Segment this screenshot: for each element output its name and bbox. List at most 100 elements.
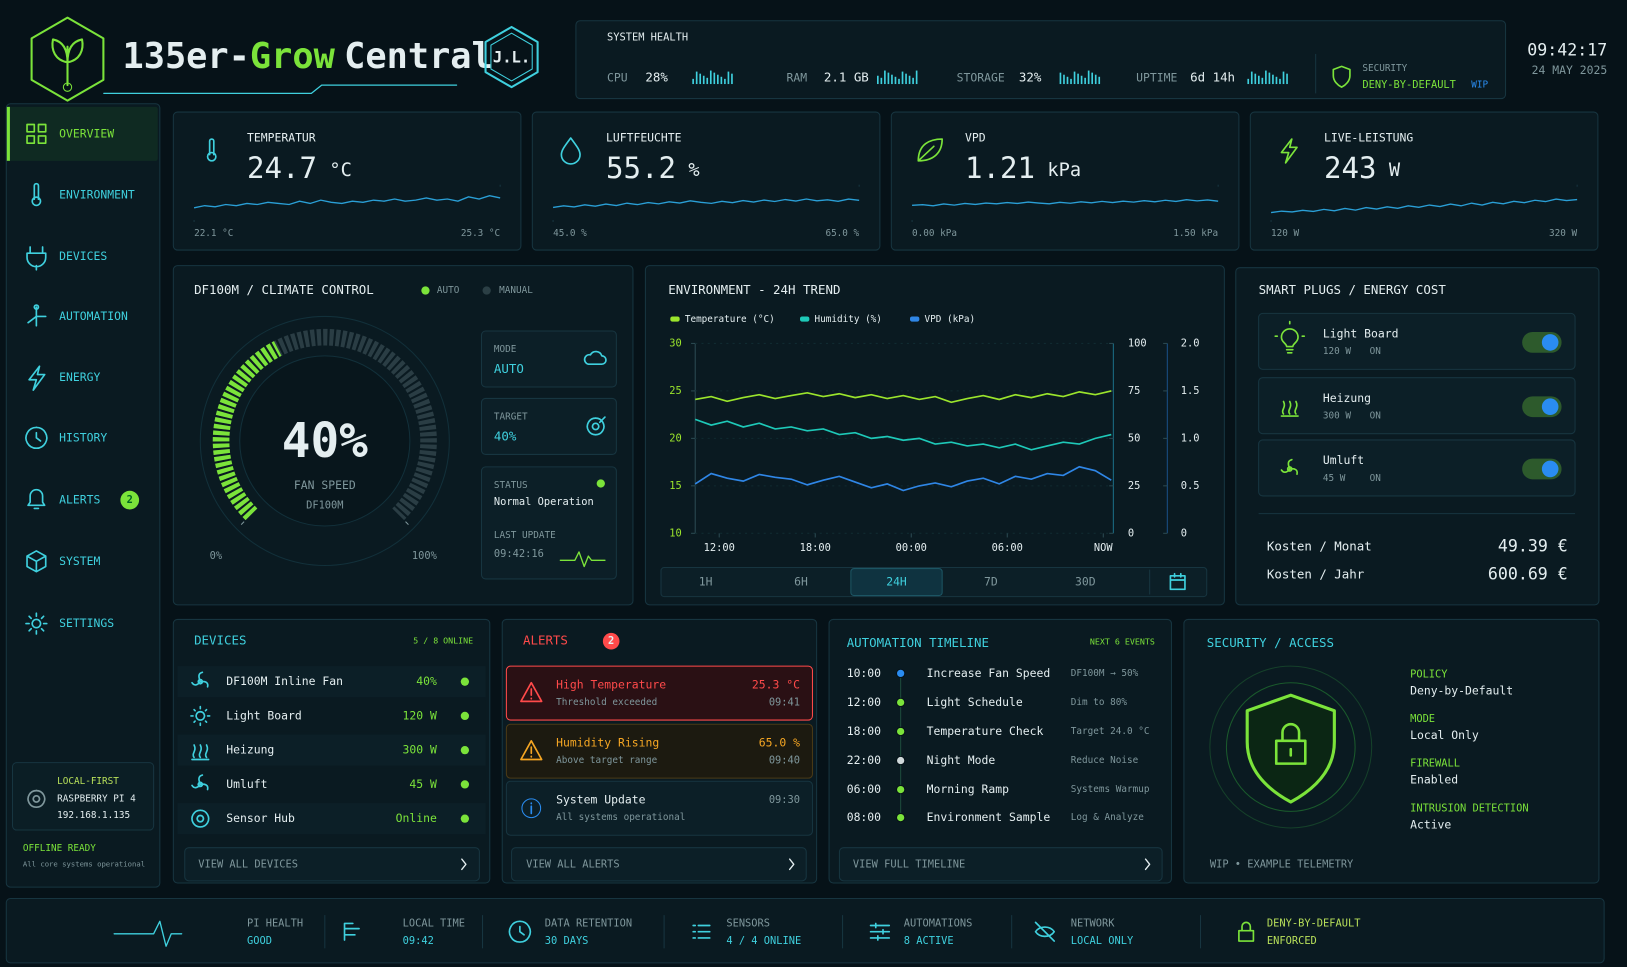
- metric-value: 243 W: [1324, 151, 1401, 185]
- panel: [172, 111, 522, 251]
- icon-target: [586, 416, 606, 436]
- nav-label[interactable]: SETTINGS: [59, 616, 114, 630]
- label: NEXT 6 EVENTS: [1090, 637, 1155, 647]
- label: 10:00: [847, 666, 881, 680]
- metric-unit: %: [688, 160, 699, 181]
- label: Light Board: [226, 708, 302, 722]
- label: VPD: [965, 130, 986, 144]
- logo: [30, 16, 105, 102]
- y-tick-label: 1.0: [1181, 432, 1200, 444]
- label: PI HEALTH: [247, 917, 303, 929]
- metric-number: 243: [1324, 151, 1376, 185]
- label: Reduce Noise: [1071, 755, 1139, 766]
- label: WIP: [1471, 80, 1488, 91]
- label: CPU: [607, 70, 628, 84]
- nav-label[interactable]: ENERGY: [59, 370, 100, 384]
- x-tick-label: 18:00: [800, 542, 831, 554]
- label: LOCAL TIME: [403, 917, 465, 929]
- range-button[interactable]: 6H: [794, 575, 808, 589]
- range-button[interactable]: 1H: [699, 575, 713, 589]
- label: 2.1 GB: [824, 69, 869, 84]
- label: Systems Warmup: [1071, 784, 1150, 795]
- panel: [480, 397, 617, 455]
- panel-title: DF100M / CLIMATE CONTROL: [194, 282, 374, 297]
- icon-clock: [25, 426, 48, 449]
- gauge-face: [239, 355, 411, 527]
- label: RASPBERRY PI 4: [57, 793, 136, 804]
- range-button[interactable]: 7D: [984, 575, 998, 589]
- label: AUTO: [437, 285, 460, 296]
- nav-label[interactable]: OVERVIEW: [59, 126, 114, 140]
- legend-swatch: [670, 316, 680, 322]
- label: Online: [396, 811, 437, 825]
- device-status: [460, 780, 470, 789]
- label: Above target range: [556, 755, 657, 766]
- legend-swatch: [800, 316, 810, 322]
- button-label[interactable]: VIEW ALL ALERTS: [526, 858, 620, 870]
- label: Umluft: [1323, 453, 1364, 467]
- label: LAST UPDATE: [494, 530, 556, 541]
- icon-lock: [1238, 921, 1255, 942]
- metric-value: 55.2%: [606, 151, 700, 185]
- label: 09:30: [769, 794, 800, 806]
- label: Target 24.0 °C: [1071, 726, 1150, 737]
- nav-label[interactable]: ALERTS: [59, 493, 100, 507]
- pulse: [559, 551, 606, 568]
- trend-line: [695, 390, 1112, 404]
- label: Sensor Hub: [226, 811, 295, 825]
- nav-label[interactable]: AUTOMATION: [59, 309, 128, 323]
- badge-hex-inner: [490, 32, 533, 82]
- label: Threshold exceeded: [556, 697, 657, 708]
- clock-date: 24 MAY 2025: [1532, 63, 1608, 77]
- label: INTRUSION DETECTION: [1410, 802, 1529, 814]
- security-ring: [1209, 665, 1373, 829]
- gauge-value: 40%: [282, 414, 368, 469]
- nav-label[interactable]: ENVIRONMENT: [59, 188, 135, 202]
- nav-item[interactable]: [8, 106, 158, 161]
- label: 30 DAYS: [545, 935, 589, 947]
- metric-number: 1.21: [965, 151, 1035, 185]
- panel: [480, 330, 617, 388]
- icon-clock: [508, 920, 532, 943]
- button[interactable]: [184, 847, 480, 882]
- label: OFFLINE READY: [23, 843, 96, 854]
- y-tick-label: 15: [669, 480, 681, 492]
- nav-label[interactable]: SYSTEM: [59, 554, 100, 568]
- metric-value: 1.21 kPa: [965, 151, 1081, 185]
- gauge-max-mark: [405, 521, 409, 525]
- label: STORAGE: [957, 70, 1005, 84]
- label: 1.50 kPa: [1173, 228, 1218, 239]
- badge-text: J.L.: [493, 49, 530, 67]
- button[interactable]: [838, 847, 1163, 882]
- nav-label[interactable]: HISTORY: [59, 430, 107, 444]
- lock: [1274, 722, 1307, 765]
- label: Increase Fan Speed: [927, 666, 1051, 680]
- timeline-dot: [895, 755, 906, 766]
- y-tick-label: 30: [669, 337, 681, 349]
- device-row: [177, 803, 486, 835]
- sparkline: [1270, 198, 1578, 214]
- logo-leaf: [51, 38, 84, 87]
- metric-unit: °C: [329, 160, 351, 181]
- button[interactable]: [511, 847, 807, 882]
- button-label[interactable]: VIEW ALL DEVICES: [198, 858, 298, 870]
- label: DENY-BY-DEFAULT: [1267, 917, 1361, 929]
- label: LOCAL-FIRST: [57, 776, 119, 787]
- label: 5 / 8 ONLINE: [413, 636, 473, 646]
- nav-label[interactable]: DEVICES: [59, 249, 107, 263]
- range-button[interactable]: 30D: [1075, 575, 1096, 589]
- panel: [1249, 111, 1599, 251]
- security-ring-inner: [1225, 682, 1356, 812]
- button-label[interactable]: VIEW FULL TIMELINE: [853, 858, 965, 870]
- range-active: [850, 568, 943, 597]
- label: SECURITY: [1362, 63, 1407, 74]
- label: Heizung: [226, 743, 274, 757]
- label: All core systems operational: [23, 859, 145, 868]
- nav-badge-text: 2: [127, 494, 133, 506]
- label: 18:00: [847, 724, 881, 738]
- label: MODE: [1410, 713, 1435, 725]
- label: 09:42:16: [494, 548, 544, 560]
- range-button[interactable]: 24H: [886, 575, 907, 589]
